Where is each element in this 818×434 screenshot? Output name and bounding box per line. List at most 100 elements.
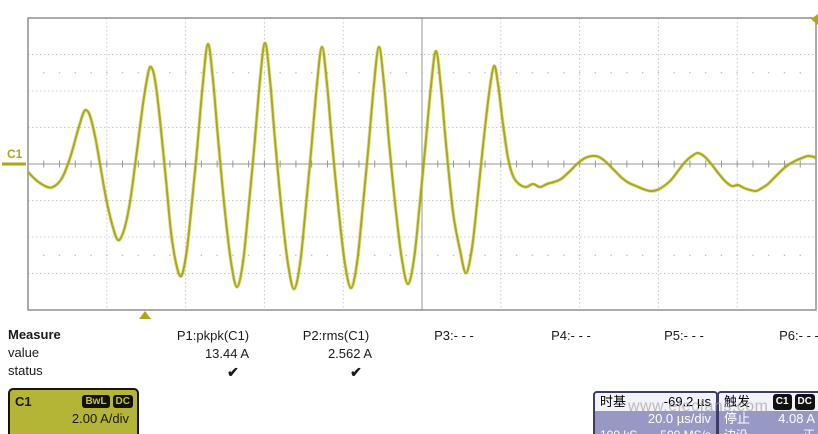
- grid-dot: [137, 254, 140, 257]
- trigger-delay-marker[interactable]: [139, 311, 151, 319]
- grid-dot: [42, 71, 45, 74]
- trigger-source-badge: C1: [772, 394, 792, 410]
- grid-dot: [279, 71, 281, 74]
- grid-dot: [90, 71, 92, 74]
- timebase-rate: 500 MS/s: [660, 427, 711, 434]
- grid-dot: [358, 71, 360, 74]
- p1-label: P1:pkpk(C1): [176, 328, 250, 343]
- grid-dot: [169, 254, 171, 257]
- grid-dot: [121, 254, 124, 257]
- grid-dot: [184, 71, 187, 74]
- p4-label: P4:- - -: [551, 328, 591, 343]
- grid-dot: [657, 254, 660, 257]
- grid-dot: [736, 71, 738, 74]
- grid-dot: [232, 254, 234, 257]
- grid-dot: [263, 254, 266, 257]
- grid-dot: [373, 254, 376, 257]
- grid-dot: [216, 254, 218, 257]
- grid-dot: [783, 71, 786, 74]
- grid-dot: [720, 71, 723, 74]
- grid-dot: [578, 254, 581, 257]
- c1-trace: [27, 42, 817, 290]
- grid-dot: [389, 71, 392, 74]
- grid-dot: [42, 254, 45, 257]
- grid-dot: [547, 71, 549, 74]
- timebase-box[interactable]: 时基 -69.2 µs 20.0 µs/div 100 kS 500 MS/s: [593, 391, 718, 434]
- trigger-title: 触发: [724, 394, 751, 409]
- grid-dot: [531, 254, 534, 257]
- grid-dot: [137, 71, 140, 74]
- grid-dot: [547, 254, 549, 257]
- grid-dot: [106, 254, 108, 257]
- p1-status-check: ✔: [227, 364, 239, 380]
- measure-col-p2[interactable]: P2:rms(C1) 2.562 A ✔: [275, 327, 397, 381]
- timebase-title: 时基: [600, 394, 627, 409]
- grid-dot: [752, 254, 754, 257]
- grid-dot: [799, 254, 802, 257]
- timebase-offset: -69.2 µs: [663, 394, 711, 409]
- grid-dot: [515, 71, 518, 74]
- grid-dot: [310, 71, 313, 74]
- grid-dot: [641, 71, 644, 74]
- grid-dot: [799, 71, 802, 74]
- grid-dot: [405, 254, 408, 257]
- grid-dot: [767, 71, 770, 74]
- grid-dot: [232, 71, 234, 74]
- coupling-dc-badge: DC: [112, 394, 133, 408]
- grid-dot: [610, 254, 612, 257]
- graticule-border: [27, 17, 817, 311]
- p6-label: P6:- - -: [779, 328, 818, 343]
- grid-dot: [58, 254, 61, 257]
- grid-dot: [515, 254, 518, 257]
- grid-dot: [500, 71, 502, 74]
- grid-dot: [500, 254, 502, 257]
- trigger-slope-label: 边沿: [724, 427, 748, 434]
- measure-col-p4[interactable]: P4:- - -: [510, 327, 632, 381]
- channel1-box[interactable]: C1 BwL DC 2.00 A/div: [8, 388, 139, 434]
- grid-dot: [326, 254, 329, 257]
- grid-dot: [563, 254, 565, 257]
- grid-dot: [783, 254, 786, 257]
- p5-label: P5:- - -: [664, 328, 704, 343]
- timebase-samples: 100 kS: [600, 427, 637, 434]
- grid-dot: [736, 254, 738, 257]
- grid-dot: [626, 71, 628, 74]
- measure-col-p6[interactable]: P6:- - -: [738, 327, 818, 381]
- measure-col-p5[interactable]: P5:- - -: [623, 327, 745, 381]
- channel1-name: C1: [15, 393, 32, 409]
- trigger-box[interactable]: 触发 C1 DC 停止 4.08 A 边沿 正: [717, 391, 818, 434]
- grid-dot: [106, 71, 108, 74]
- measure-header: Measure: [8, 327, 61, 342]
- site-watermark: www.elecfans.com: [628, 398, 769, 415]
- trigger-level-marker[interactable]: [811, 14, 818, 25]
- measure-col-p1[interactable]: P1:pkpk(C1) 13.44 A ✔: [152, 327, 274, 381]
- grid-dot: [563, 71, 565, 74]
- grid-dot: [326, 71, 329, 74]
- grid-dot: [452, 254, 455, 257]
- measure-col-p3[interactable]: P3:- - -: [393, 327, 515, 381]
- p6-value: [752, 345, 818, 363]
- c1-zero-level-marker[interactable]: [2, 162, 26, 166]
- grid-dot: [74, 254, 77, 257]
- grid-dot: [626, 254, 628, 257]
- grid-dot: [310, 254, 313, 257]
- grid-dot: [436, 254, 439, 257]
- grid-dot: [58, 71, 61, 74]
- grid-dot: [452, 71, 455, 74]
- grid-dot: [263, 71, 266, 74]
- grid-dot: [641, 254, 644, 257]
- grid-dot: [295, 254, 297, 257]
- grid-dot: [200, 254, 203, 257]
- grid-dot: [657, 71, 660, 74]
- grid-dot: [468, 254, 471, 257]
- grid-dot: [405, 71, 408, 74]
- grid-dot: [90, 254, 92, 257]
- grid-dot: [673, 254, 675, 257]
- grid-dot: [468, 71, 471, 74]
- grid-dot: [200, 71, 203, 74]
- grid-dot: [689, 71, 691, 74]
- grid-dot: [247, 71, 250, 74]
- grid-dot: [247, 254, 250, 257]
- grid-dot: [436, 71, 439, 74]
- p1-value: 13.44 A: [204, 346, 250, 361]
